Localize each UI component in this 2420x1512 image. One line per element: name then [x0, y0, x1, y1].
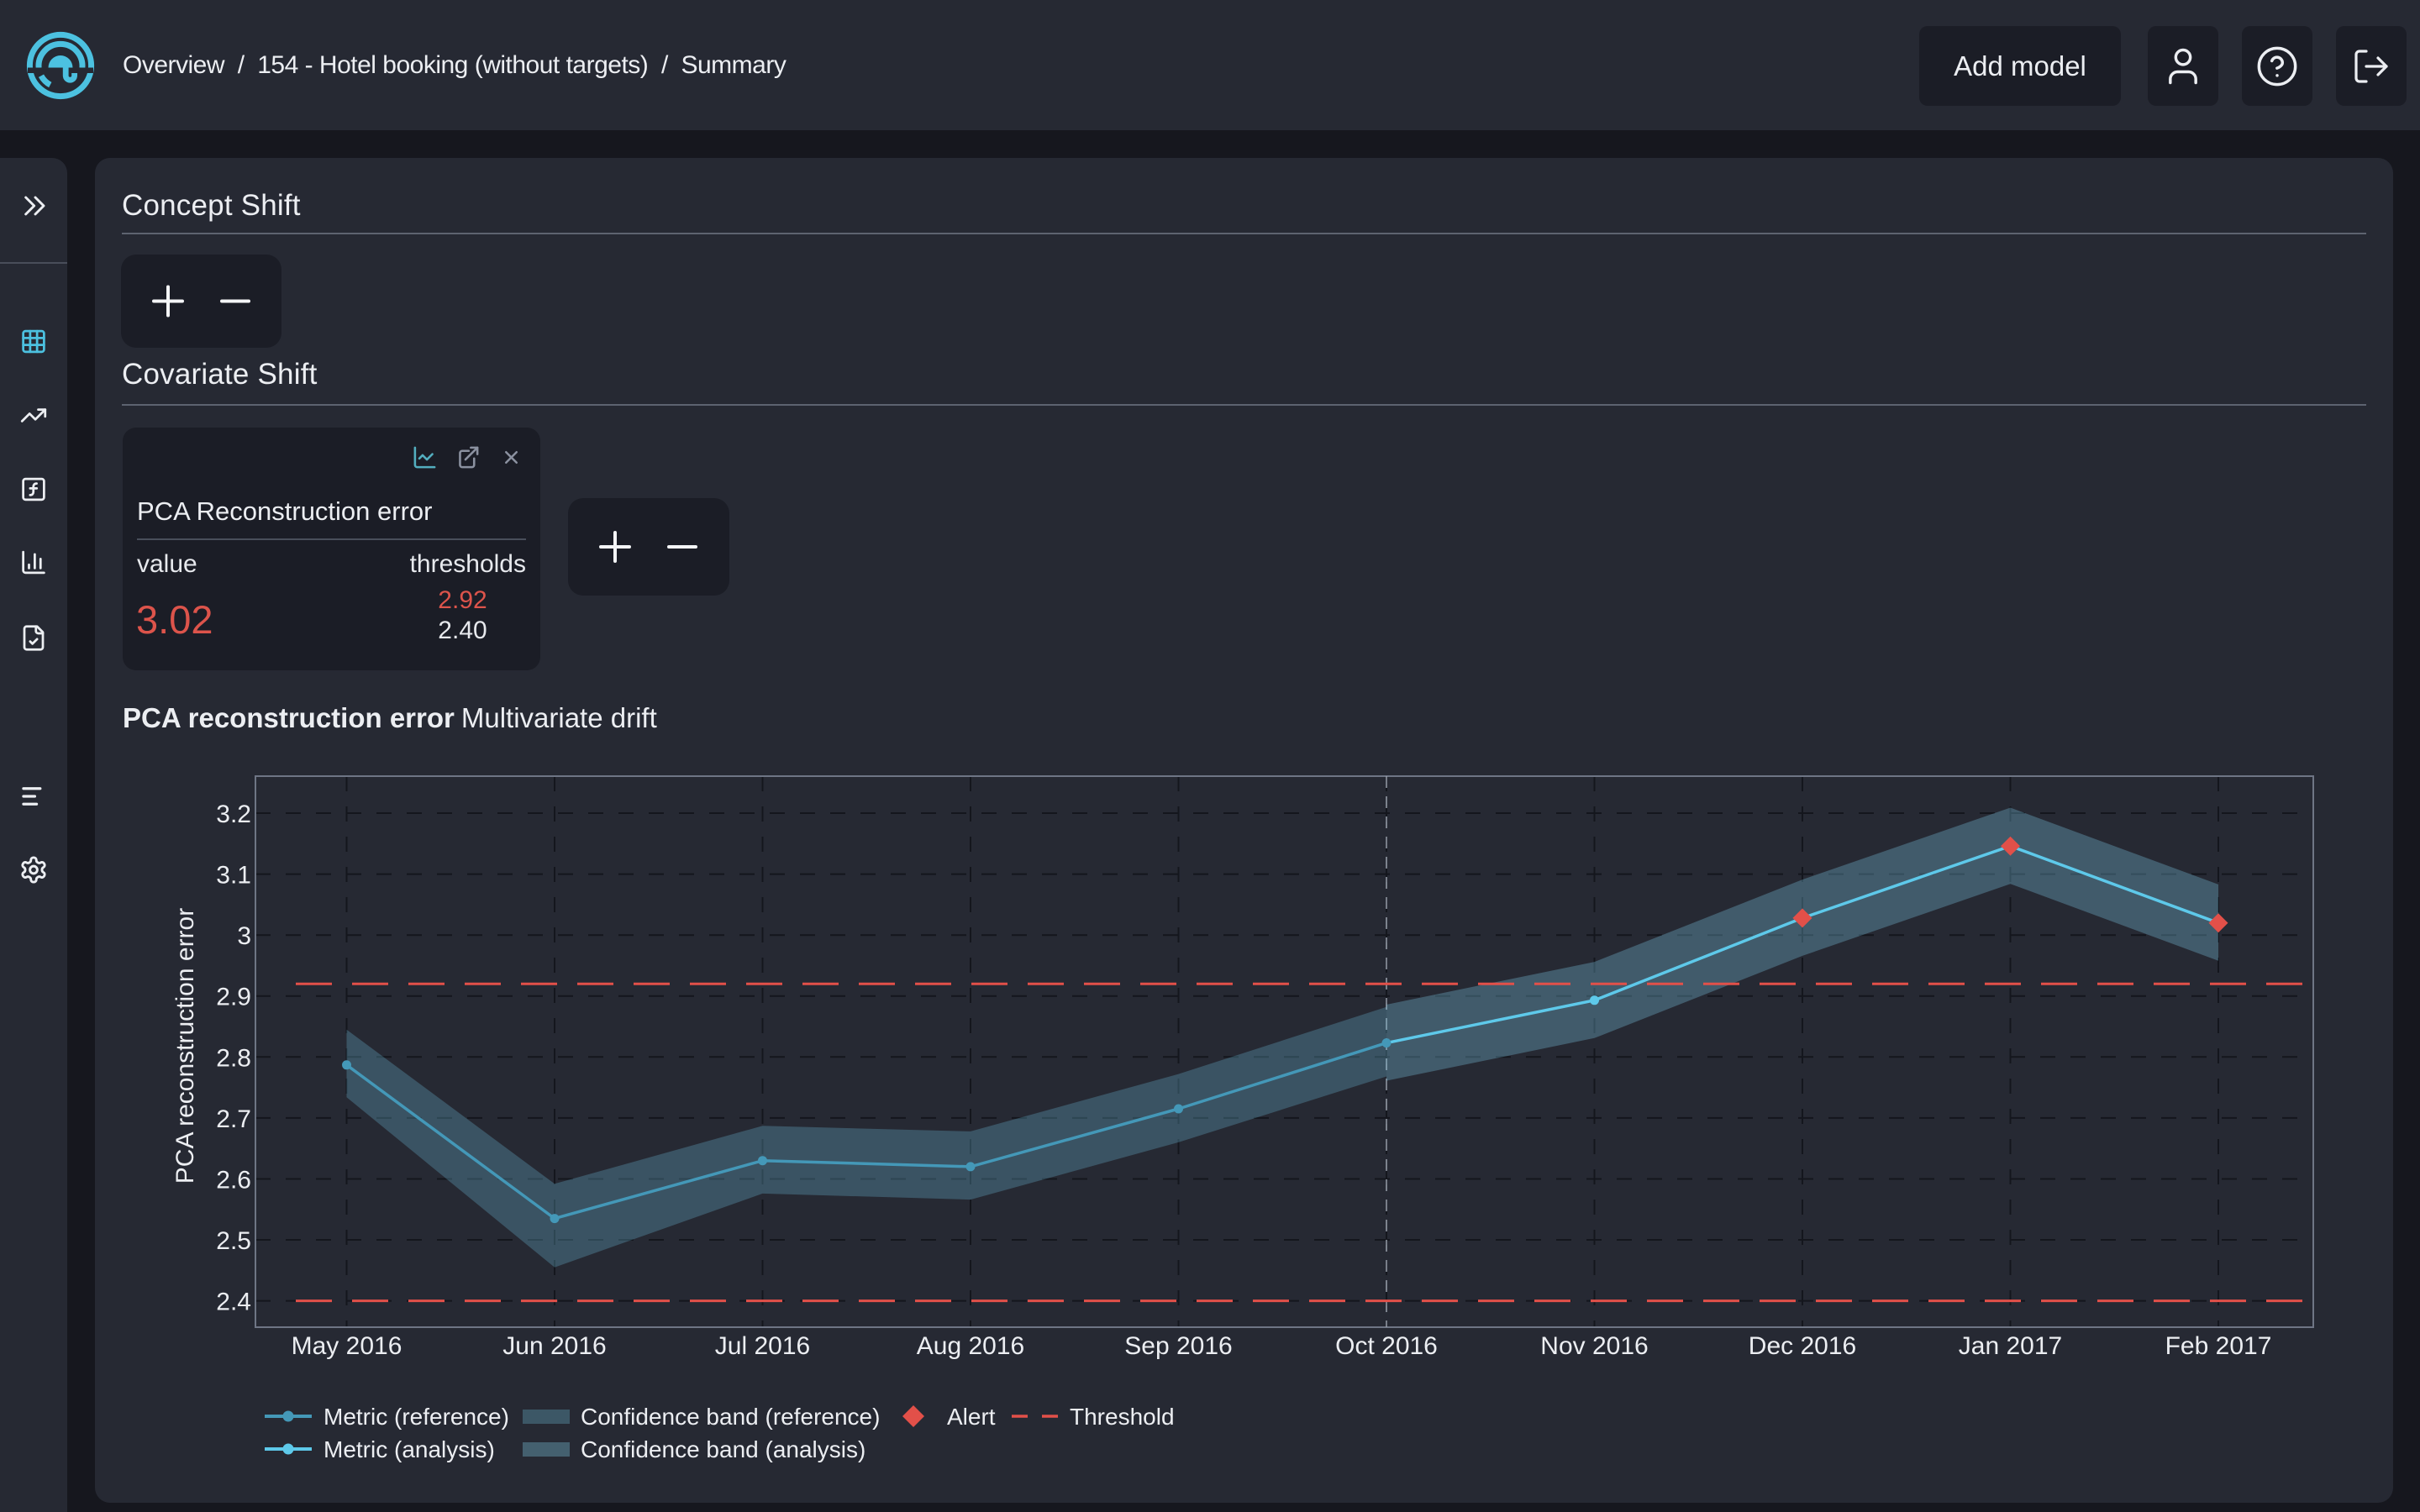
svg-text:Nov 2016: Nov 2016 [1540, 1332, 1648, 1360]
svg-text:Jul 2016: Jul 2016 [715, 1332, 810, 1360]
svg-text:Metric (analysis): Metric (analysis) [324, 1436, 495, 1462]
svg-text:Threshold: Threshold [1070, 1404, 1175, 1430]
svg-text:Jun 2016: Jun 2016 [502, 1332, 606, 1360]
svg-text:2.5: 2.5 [216, 1227, 251, 1255]
svg-text:3: 3 [237, 922, 251, 950]
svg-text:Dec 2016: Dec 2016 [1749, 1332, 1856, 1360]
svg-text:2.6: 2.6 [216, 1167, 251, 1194]
svg-text:Confidence band (reference): Confidence band (reference) [581, 1404, 880, 1430]
svg-text:2.4: 2.4 [216, 1289, 251, 1316]
svg-text:Confidence band (analysis): Confidence band (analysis) [581, 1436, 865, 1462]
svg-text:2.8: 2.8 [216, 1044, 251, 1072]
svg-text:Sep 2016: Sep 2016 [1124, 1332, 1232, 1360]
svg-text:Feb 2017: Feb 2017 [2165, 1332, 2272, 1360]
svg-text:3.2: 3.2 [216, 801, 251, 828]
svg-text:Metric (reference): Metric (reference) [324, 1404, 509, 1430]
svg-text:PCA reconstruction error: PCA reconstruction error [171, 908, 199, 1184]
svg-text:3.1: 3.1 [216, 862, 251, 890]
svg-text:Jan 2017: Jan 2017 [1959, 1332, 2062, 1360]
svg-text:2.7: 2.7 [216, 1105, 251, 1133]
svg-text:2.9: 2.9 [216, 984, 251, 1011]
svg-text:Alert: Alert [947, 1404, 996, 1430]
svg-text:Aug 2016: Aug 2016 [917, 1332, 1024, 1360]
svg-text:Oct 2016: Oct 2016 [1335, 1332, 1438, 1360]
svg-text:May 2016: May 2016 [292, 1332, 402, 1360]
